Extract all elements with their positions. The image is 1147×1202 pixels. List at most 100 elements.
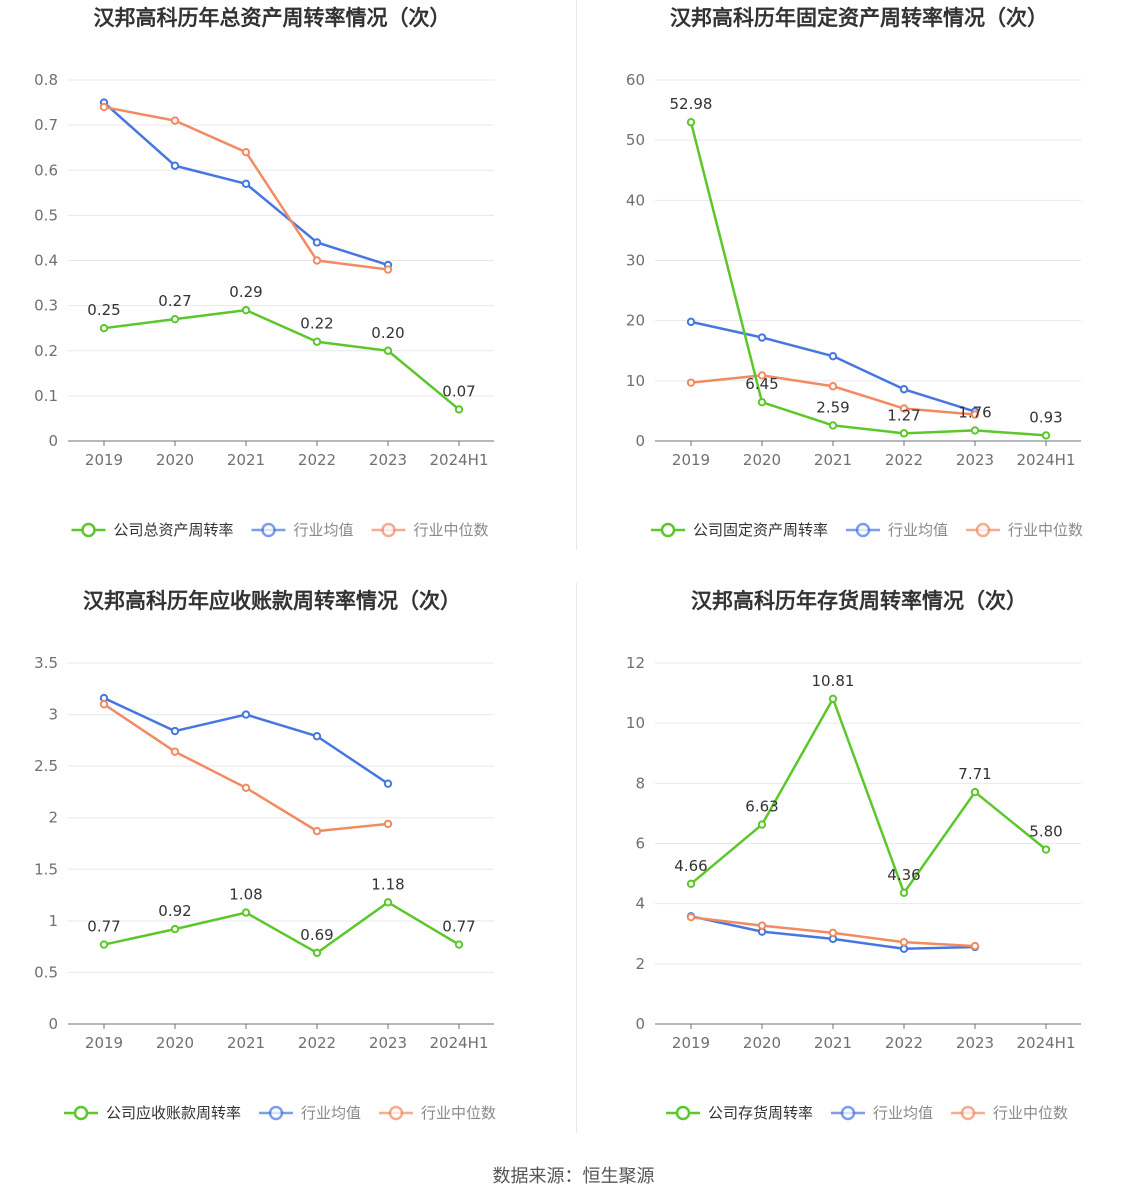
data-label: 0.07 [442,382,475,400]
y-tick-label: 0.1 [34,387,58,405]
x-tick-label: 2022 [298,451,336,469]
data-point-company [312,337,322,346]
data-point-company [99,940,109,949]
legend-marker-icon [268,1105,284,1121]
y-tick-label: 1.5 [34,860,58,878]
legend-item-company[interactable]: 公司应收账款周转率 [64,1104,241,1122]
data-point-avg [383,779,393,788]
y-tick-label: 2.5 [34,757,58,775]
legend-label: 行业均值 [888,521,948,539]
data-point-company [383,346,393,355]
legend-label: 行业中位数 [993,1104,1068,1122]
data-point-company [686,879,696,889]
y-tick-label: 2 [635,955,645,973]
data-point-median [383,819,393,829]
legend-item-median[interactable]: 行业中位数 [371,521,489,539]
data-point-company [312,948,322,958]
x-tick-label: 2019 [672,451,710,469]
data-label: 1.18 [371,875,404,893]
data-label: 6.63 [745,798,778,816]
legend-item-avg[interactable]: 行业均值 [259,1104,361,1122]
data-point-company [899,888,909,898]
legend-item-median[interactable]: 行业中位数 [966,521,1083,539]
legend-marker-icon [73,1105,89,1121]
legend-item-avg[interactable]: 行业均值 [831,1104,933,1122]
y-tick-label: 10 [626,714,645,732]
x-tick-label: 2023 [369,451,407,469]
chart-title: 汉邦高科历年固定资产周转率情况（次） [670,6,1048,30]
data-point-median [899,937,909,947]
chart-svg: 汉邦高科历年应收账款周转率情况（次） 0 0.5 1 1.5 2 2.5 3 3.5 2019 20… [34,589,496,1122]
y-tick-label: 40 [626,191,645,209]
y-tick-label: 12 [626,654,645,672]
data-point-median [99,102,109,112]
data-point-avg [312,238,322,247]
data-point-avg [312,732,322,741]
legend-item-company[interactable]: 公司固定资产周转率 [651,521,828,539]
legend-label: 公司固定资产周转率 [693,521,828,539]
data-point-avg [170,161,180,170]
data-point-median [757,921,767,930]
x-tick-label: 2023 [956,1034,994,1052]
legend-item-company[interactable]: 公司存货周转率 [666,1104,813,1122]
data-point-company [1041,845,1051,854]
legend-item-avg[interactable]: 行业均值 [251,521,354,539]
x-tick-label: 2021 [227,451,265,469]
data-point-median [241,783,251,793]
data-point-avg [899,944,909,953]
data-point-avg [241,179,251,188]
y-tick-label: 0.5 [34,963,58,981]
y-tick-label: 0.5 [34,206,58,224]
legend: 公司应收账款周转率 行业均值 行业中位数 [64,1104,496,1122]
data-point-company [170,924,180,934]
legend-label: 公司总资产周转率 [114,521,234,539]
data-point-company [241,305,251,315]
data-point-median [970,941,980,951]
legend-item-median[interactable]: 行业中位数 [951,1104,1068,1122]
x-tick-label: 2021 [814,1034,852,1052]
data-point-avg [757,333,767,342]
data-point-median [686,378,696,387]
y-tick-label: 10 [626,372,645,390]
data-point-company [686,118,696,127]
data-label: 6.45 [745,375,778,393]
data-label: 4.66 [674,857,707,875]
data-label: 10.81 [812,672,855,690]
data-point-avg [899,385,909,394]
data-label: 1.27 [887,406,920,424]
y-tick-label: 20 [626,312,645,330]
legend-item-avg[interactable]: 行业均值 [846,521,948,539]
vertical-divider [576,583,577,1133]
data-label: 1.08 [229,886,262,904]
data-point-avg [170,726,180,736]
x-tick-label: 2020 [743,1034,781,1052]
data-point-median [312,826,322,836]
data-label: 0.69 [300,926,333,944]
chart-svg: 汉邦高科历年总资产周转率情况（次） 0 0.1 0.2 0.3 0.4 0.5 0.6 0.7 0… [34,6,494,539]
legend-label: 公司存货周转率 [708,1104,813,1122]
data-label: 0.77 [442,918,475,936]
legend-item-company[interactable]: 公司总资产周转率 [71,521,234,539]
x-tick-label: 2023 [369,1034,407,1052]
x-tick-label: 2023 [956,451,994,469]
legend-marker-icon [840,1105,856,1121]
legend-item-median[interactable]: 行业中位数 [379,1104,496,1122]
data-label: 0.93 [1029,408,1062,426]
data-point-median [828,382,838,391]
chart-title: 汉邦高科历年总资产周转率情况（次） [94,6,451,30]
legend: 公司总资产周转率 行业均值 行业中位数 [71,521,489,539]
chart-svg: 汉邦高科历年固定资产周转率情况（次） 0 10 20 30 40 50 60 2019 2020 2… [626,6,1083,539]
legend-label: 行业中位数 [414,521,489,539]
x-tick-label: 2021 [227,1034,265,1052]
y-tick-label: 0 [48,432,58,450]
legend-label: 行业均值 [294,521,354,539]
data-point-median [241,148,251,157]
legend-marker-icon [261,522,276,538]
legend-marker-icon [81,522,96,538]
data-label: 0.22 [300,315,333,333]
y-tick-label: 0.8 [34,71,58,89]
legend-marker-icon [660,522,676,538]
series-line-company [690,697,1047,895]
total-asset-turnover-chart: 汉邦高科历年总资产周转率情况（次） 0 0.1 0.2 0.3 0.4 0.5 0.6 0.7 0… [0,0,560,560]
y-tick-label: 0 [48,1015,58,1033]
